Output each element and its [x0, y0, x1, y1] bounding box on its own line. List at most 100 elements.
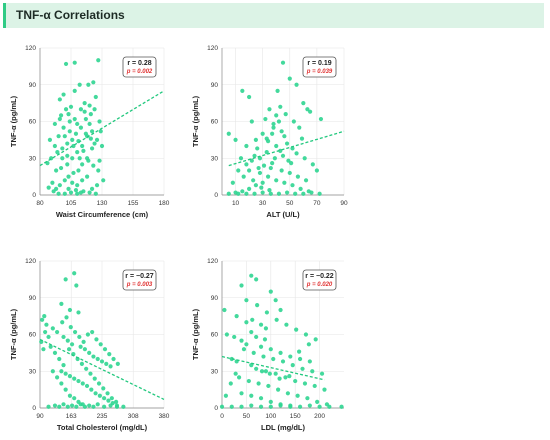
data-point [59, 381, 64, 386]
data-point [44, 322, 49, 327]
data-point [80, 178, 85, 183]
data-point [233, 137, 238, 142]
data-point [76, 399, 81, 404]
data-point [87, 403, 92, 408]
data-point [284, 141, 290, 146]
data-point [249, 329, 254, 335]
data-point [71, 170, 76, 176]
data-point [61, 402, 66, 407]
data-point [282, 180, 287, 185]
data-point [294, 327, 299, 332]
y-tick-label: 30 [29, 155, 37, 162]
data-point [229, 404, 234, 409]
data-point [263, 326, 269, 331]
data-point [99, 143, 105, 149]
trend-line [228, 130, 345, 167]
data-point [95, 356, 100, 362]
data-point [65, 153, 70, 158]
data-point [305, 396, 310, 401]
stats-box [302, 56, 337, 78]
data-point [275, 88, 280, 93]
data-point [58, 113, 64, 118]
y-tick-label: 0 [32, 405, 36, 412]
data-point [114, 399, 119, 404]
y-tick-label: 90 [211, 82, 219, 89]
stats-box [122, 269, 157, 291]
x-tick-label: 90 [340, 200, 348, 207]
data-point [46, 404, 51, 409]
stats-box [122, 56, 157, 78]
data-point [65, 338, 70, 343]
y-tick-label: 120 [207, 258, 218, 265]
data-point [75, 183, 80, 188]
data-point [56, 134, 61, 139]
x-tick-label: 50 [286, 200, 294, 207]
data-point [50, 180, 55, 185]
data-point [48, 344, 53, 349]
data-point [274, 317, 279, 322]
data-point [105, 391, 110, 396]
data-point [97, 158, 102, 163]
data-point [109, 396, 114, 401]
data-point [226, 191, 231, 196]
data-point [61, 125, 66, 130]
data-point [250, 317, 255, 322]
trend-line [39, 90, 165, 167]
data-point [66, 347, 72, 352]
data-point [271, 356, 276, 362]
data-point [301, 101, 306, 106]
data-point [319, 371, 325, 376]
data-point [259, 369, 265, 374]
data-point [318, 116, 324, 122]
data-point [75, 191, 80, 196]
data-point [236, 168, 241, 173]
section-title: TNF-α Correlations [16, 8, 125, 22]
data-point [283, 112, 288, 117]
data-point [268, 191, 273, 196]
x-tick-label: 0 [220, 413, 224, 420]
data-point [91, 80, 96, 85]
data-point [87, 350, 92, 355]
data-point [96, 168, 101, 173]
x-tick-label: 180 [159, 200, 170, 207]
data-point [74, 283, 79, 288]
data-point [80, 381, 85, 386]
x-tick-label: 10 [232, 200, 240, 207]
data-point [249, 273, 254, 278]
data-point [254, 334, 259, 340]
data-point [72, 88, 77, 93]
y-axis-label: TNF-α (pg/mL) [9, 95, 18, 147]
data-point [108, 403, 113, 408]
data-point [306, 189, 311, 194]
data-point [69, 403, 75, 408]
data-point [258, 344, 264, 349]
data-point [241, 174, 246, 179]
y-tick-label: 30 [211, 368, 219, 375]
data-point [52, 121, 57, 127]
data-point [64, 315, 69, 320]
data-point [80, 143, 85, 149]
data-point [247, 94, 252, 100]
data-point [268, 289, 273, 294]
y-axis-label: TNF-α (pg/mL) [191, 308, 200, 360]
data-point [317, 404, 322, 409]
data-point [83, 116, 88, 122]
data-point [72, 396, 77, 401]
y-tick-label: 120 [25, 45, 36, 52]
data-point [61, 363, 66, 368]
data-point [54, 168, 59, 173]
data-point [42, 314, 47, 319]
data-point [310, 162, 315, 167]
data-point [249, 119, 254, 124]
data-point [104, 361, 109, 366]
data-point [268, 347, 273, 352]
data-point [81, 148, 86, 153]
data-point [65, 141, 70, 146]
data-point [274, 113, 279, 118]
data-point [91, 404, 96, 409]
data-point [55, 150, 60, 155]
data-point [50, 369, 55, 374]
data-point [95, 402, 100, 407]
x-axis-label: LDL (mg/dL) [261, 423, 306, 432]
y-axis-label: TNF-α (pg/mL) [9, 308, 18, 360]
